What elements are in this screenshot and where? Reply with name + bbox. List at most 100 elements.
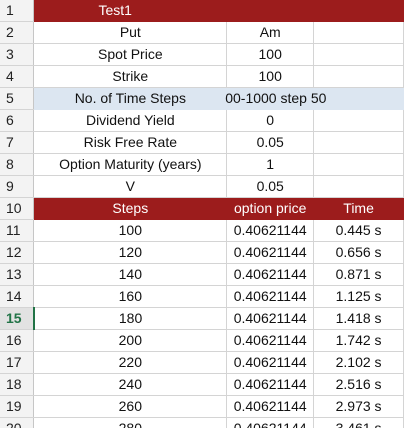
row-header[interactable]: 4: [0, 65, 35, 88]
param-value-cell[interactable]: 100: [226, 65, 315, 88]
param-label-cell[interactable]: No. of Time Steps: [33, 87, 228, 110]
row-header[interactable]: 9: [0, 175, 35, 198]
price-cell[interactable]: 0.40621144: [226, 417, 315, 428]
row-header[interactable]: 2: [0, 21, 35, 44]
time-cell[interactable]: 0.445 s: [313, 219, 404, 242]
param-label-cell[interactable]: Risk Free Rate: [33, 131, 228, 154]
row-header[interactable]: 7: [0, 131, 35, 154]
steps-cell[interactable]: 220: [33, 351, 228, 374]
table-row: 12 120 0.40621144 0.656 s: [0, 241, 404, 264]
row-header-selected[interactable]: 15: [0, 307, 35, 330]
cell[interactable]: [313, 109, 404, 132]
time-cell[interactable]: 2.102 s: [313, 351, 404, 374]
title-cell[interactable]: Test1: [33, 0, 228, 22]
param-value-cell[interactable]: 1: [226, 153, 315, 176]
steps-cell[interactable]: 260: [33, 395, 228, 418]
param-value-cell[interactable]: 0.05: [226, 175, 315, 198]
cell[interactable]: [313, 43, 404, 66]
time-cell[interactable]: 3.461 s: [313, 417, 404, 428]
price-cell[interactable]: 0.40621144: [226, 351, 315, 374]
table-row: 15 180 0.40621144 1.418 s: [0, 307, 404, 330]
param-label-cell[interactable]: Spot Price: [33, 43, 228, 66]
price-cell[interactable]: 0.40621144: [226, 263, 315, 286]
sheet-row: 3 Spot Price 100: [0, 43, 404, 66]
row-header[interactable]: 1: [0, 0, 35, 22]
param-label-cell[interactable]: Put: [33, 21, 228, 44]
price-cell[interactable]: 0.40621144: [226, 285, 315, 308]
param-label-cell[interactable]: Option Maturity (years): [33, 153, 228, 176]
time-cell[interactable]: 0.656 s: [313, 241, 404, 264]
time-cell[interactable]: 2.516 s: [313, 373, 404, 396]
cell[interactable]: [313, 131, 404, 154]
param-label-cell[interactable]: V: [33, 175, 228, 198]
table-row: 11 100 0.40621144 0.445 s: [0, 219, 404, 242]
price-cell[interactable]: 0.40621144: [226, 373, 315, 396]
price-cell[interactable]: 0.40621144: [226, 395, 315, 418]
sheet-row: 2 Put Am: [0, 21, 404, 44]
row-header[interactable]: 3: [0, 43, 35, 66]
time-cell[interactable]: 2.973 s: [313, 395, 404, 418]
table-row: 17 220 0.40621144 2.102 s: [0, 351, 404, 374]
table-row: 18 240 0.40621144 2.516 s: [0, 373, 404, 396]
price-cell[interactable]: 0.40621144: [226, 329, 315, 352]
param-label-cell[interactable]: Dividend Yield: [33, 109, 228, 132]
cell[interactable]: [313, 175, 404, 198]
row-header[interactable]: 18: [0, 373, 35, 396]
row-header[interactable]: 13: [0, 263, 35, 286]
cell[interactable]: [313, 21, 404, 44]
sheet-row: 6 Dividend Yield 0: [0, 109, 404, 132]
sheet-row: 4 Strike 100: [0, 65, 404, 88]
sheet-row: 8 Option Maturity (years) 1: [0, 153, 404, 176]
time-cell[interactable]: 1.418 s: [313, 307, 404, 330]
sheet-row: 9 V 0.05: [0, 175, 404, 198]
time-cell[interactable]: 1.742 s: [313, 329, 404, 352]
row-header[interactable]: 5: [0, 87, 35, 110]
steps-cell[interactable]: 280: [33, 417, 228, 428]
cell[interactable]: [226, 0, 315, 22]
sheet-row: 7 Risk Free Rate 0.05: [0, 131, 404, 154]
row-header[interactable]: 11: [0, 219, 35, 242]
steps-cell[interactable]: 140: [33, 263, 228, 286]
row-header[interactable]: 19: [0, 395, 35, 418]
time-cell[interactable]: 1.125 s: [313, 285, 404, 308]
param-value-cell[interactable]: 0.05: [226, 131, 315, 154]
time-header-cell[interactable]: Time: [313, 197, 404, 220]
row-header[interactable]: 14: [0, 285, 35, 308]
price-cell[interactable]: 0.40621144: [226, 219, 315, 242]
time-cell[interactable]: 0.871 s: [313, 263, 404, 286]
param-label-cell[interactable]: Strike: [33, 65, 228, 88]
row-header[interactable]: 17: [0, 351, 35, 374]
cell[interactable]: [313, 65, 404, 88]
row-header[interactable]: 20: [0, 417, 35, 428]
row-header[interactable]: 6: [0, 109, 35, 132]
row-header[interactable]: 12: [0, 241, 35, 264]
row-header[interactable]: 8: [0, 153, 35, 176]
table-row: 16 200 0.40621144 1.742 s: [0, 329, 404, 352]
steps-cell[interactable]: 240: [33, 373, 228, 396]
sheet-row: 1 Test1: [0, 0, 404, 22]
param-value-cell[interactable]: 00-1000 step 50: [225, 87, 404, 110]
steps-cell[interactable]: 180: [33, 307, 228, 330]
table-row: 19 260 0.40621144 2.973 s: [0, 395, 404, 418]
steps-cell[interactable]: 160: [33, 285, 228, 308]
price-cell[interactable]: 0.40621144: [226, 307, 315, 330]
steps-cell[interactable]: 200: [33, 329, 228, 352]
row-header[interactable]: 10: [0, 197, 35, 220]
steps-header-cell[interactable]: Steps: [33, 197, 228, 220]
sheet-row: 10 Steps option price Time: [0, 197, 404, 220]
price-header-cell[interactable]: option price: [226, 197, 315, 220]
cell[interactable]: [313, 153, 404, 176]
row-header[interactable]: 16: [0, 329, 35, 352]
table-row: 13 140 0.40621144 0.871 s: [0, 263, 404, 286]
price-cell[interactable]: 0.40621144: [226, 241, 315, 264]
steps-cell[interactable]: 100: [33, 219, 228, 242]
table-row: 20 280 0.40621144 3.461 s: [0, 417, 404, 428]
table-row: 14 160 0.40621144 1.125 s: [0, 285, 404, 308]
title-cell-text: Test1: [98, 2, 132, 18]
cell[interactable]: [313, 0, 404, 22]
param-value-cell[interactable]: Am: [226, 21, 315, 44]
param-value-cell[interactable]: 100: [226, 43, 315, 66]
param-value-cell[interactable]: 0: [226, 109, 315, 132]
steps-cell[interactable]: 120: [33, 241, 228, 264]
